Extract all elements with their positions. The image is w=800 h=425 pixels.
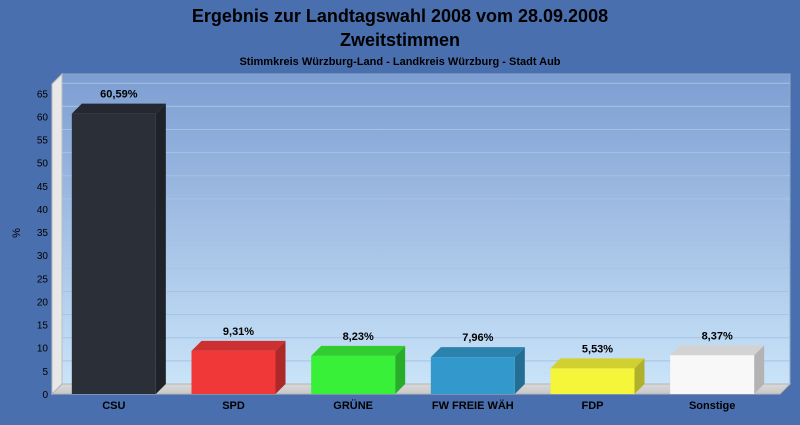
bar-side xyxy=(514,347,525,394)
y-tick-label: 5 xyxy=(42,367,48,378)
bar-gr-ne: 8,23% xyxy=(311,331,406,394)
bar-front xyxy=(550,368,635,394)
y-axis-label: % xyxy=(11,228,23,238)
plot-side-wall xyxy=(51,72,63,396)
bar-top xyxy=(311,345,406,356)
bar-front xyxy=(71,113,156,395)
y-tick-label: 65 xyxy=(37,89,49,100)
y-tick-label: 15 xyxy=(37,321,49,332)
bar-top xyxy=(430,347,525,358)
y-axis-ticks: 0 5 10 15 20 25 30 35 40 45 50 55 60 65 xyxy=(37,89,49,401)
data-label: 5,53% xyxy=(582,343,613,355)
y-tick-label: 50 xyxy=(37,159,49,170)
y-tick-label: 60 xyxy=(37,112,49,123)
grid-lines xyxy=(62,82,790,362)
y-tick-label: 10 xyxy=(37,344,49,355)
bar-side xyxy=(754,345,765,394)
bar-top xyxy=(71,103,166,114)
x-tick-label: FDP xyxy=(582,400,604,412)
y-tick-label: 20 xyxy=(37,297,49,308)
bar-front xyxy=(311,355,396,394)
plot-area xyxy=(50,72,792,396)
y-tick-label: 40 xyxy=(37,205,49,216)
data-label: 9,31% xyxy=(223,326,254,338)
data-label: 8,37% xyxy=(702,330,733,342)
bar-csu: 60,59% xyxy=(71,89,166,395)
bar-top xyxy=(670,345,765,356)
x-tick-label: CSU xyxy=(102,400,125,412)
bar-top xyxy=(191,340,286,351)
bar-side xyxy=(634,358,645,394)
y-tick-label: 35 xyxy=(37,228,49,239)
x-tick-label: SPD xyxy=(222,400,245,412)
y-tick-label: 45 xyxy=(37,182,49,193)
chart-subsubtitle: Stimmkreis Würzburg-Land - Landkreis Wür… xyxy=(239,56,560,68)
y-tick-label: 55 xyxy=(37,136,49,147)
bar-front xyxy=(670,355,755,394)
bar-top xyxy=(550,358,645,369)
data-label: 60,59% xyxy=(100,89,138,101)
bar-sonstige: 8,37% xyxy=(670,330,765,394)
x-tick-label: Sonstige xyxy=(689,400,735,412)
bars: 60,59% 9,31% 8,23% 7,96% 5,53% 8,37% xyxy=(71,89,765,395)
bar-side xyxy=(155,103,166,395)
bar-spd: 9,31% xyxy=(191,326,286,394)
plot-back-wall xyxy=(61,73,791,385)
bar-front xyxy=(430,357,515,394)
y-tick-label: 0 xyxy=(42,390,48,401)
bar-front xyxy=(191,350,276,394)
data-label: 8,23% xyxy=(343,331,374,343)
x-axis-labels: CSU SPD GRÜNE FW FREIE WÄH FDP Sonstige xyxy=(102,399,735,412)
y-tick-label: 25 xyxy=(37,274,49,285)
y-tick-label: 30 xyxy=(37,251,49,262)
bar-side xyxy=(275,340,286,394)
bar-fdp: 5,53% xyxy=(550,343,645,394)
bar-side xyxy=(395,345,406,394)
x-tick-label: FW FREIE WÄH xyxy=(432,399,514,412)
chart-title: Ergebnis zur Landtagswahl 2008 vom 28.09… xyxy=(192,6,608,26)
bar-fw-freie-w-h: 7,96% xyxy=(430,332,525,394)
x-tick-label: GRÜNE xyxy=(333,399,373,412)
data-label: 7,96% xyxy=(462,332,493,344)
chart-subtitle: Zweitstimmen xyxy=(340,30,460,50)
